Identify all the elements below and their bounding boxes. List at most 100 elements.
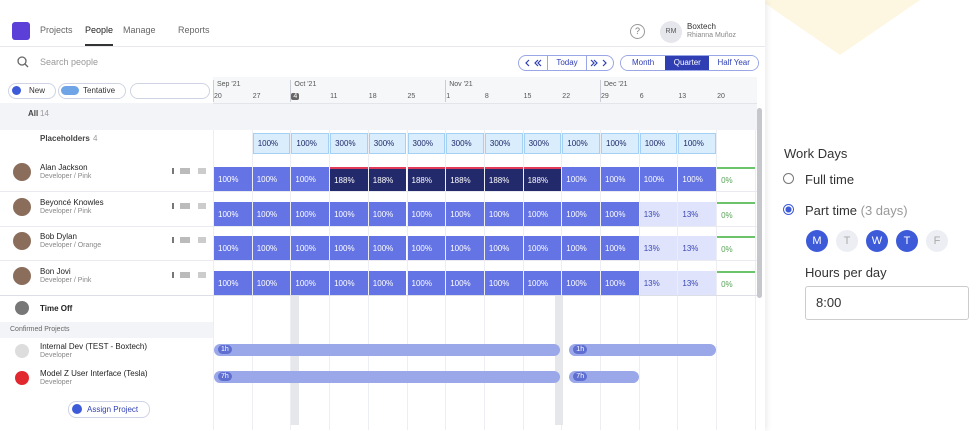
project-name[interactable]: Internal Dev (TEST - Boxtech) <box>40 342 147 351</box>
allocation-cell: 100% <box>252 236 291 260</box>
avatar <box>13 198 31 216</box>
avatar <box>13 267 31 285</box>
placeholder-cell: 300% <box>407 133 446 154</box>
month-label: Dec '21 <box>604 81 628 88</box>
column-line <box>213 130 214 430</box>
plus-icon <box>12 86 21 95</box>
tentative-toggle[interactable] <box>58 83 126 99</box>
person-role: Developer / Orange <box>40 242 102 249</box>
full-time[interactable]: Full time <box>805 172 855 187</box>
column-line <box>251 130 253 430</box>
assign-button[interactable] <box>68 401 150 418</box>
part-time-label: Part time <box>805 203 858 218</box>
today-button[interactable]: Today <box>547 56 587 70</box>
allocation-cell: 13% <box>678 202 717 226</box>
allocation-cell: 100% <box>562 271 600 295</box>
allocation-cell: 100% <box>407 271 446 295</box>
allocation-cell: 100% <box>562 202 600 226</box>
placeholder-cell: 100% <box>601 133 639 154</box>
column-line <box>483 130 485 430</box>
project-role: Developer <box>40 379 72 386</box>
row-actions[interactable] <box>172 237 208 243</box>
header-bg <box>0 103 757 130</box>
view-toggle: Month Quarter Half Year <box>620 55 759 71</box>
nav-tab[interactable]: Reports <box>178 25 210 35</box>
month-label: Oct '21 <box>294 81 317 88</box>
day-toggle[interactable]: F <box>926 230 948 252</box>
project-icon <box>15 344 29 358</box>
hours-input[interactable]: 8:00 <box>805 286 969 320</box>
avatar[interactable]: RM <box>660 21 682 43</box>
project-name[interactable]: Model Z User Interface (Tesla) <box>40 369 148 378</box>
view-icons[interactable] <box>130 83 210 99</box>
project-bar[interactable]: 7h <box>214 371 561 383</box>
switch <box>61 86 79 95</box>
column-line <box>290 130 292 430</box>
week-label: 13 <box>678 93 687 100</box>
allocation-cell: 100% <box>368 271 407 295</box>
person-name[interactable]: Beyoncé Knowles <box>40 198 104 207</box>
assign-label[interactable]: Assign Project <box>87 405 139 414</box>
time-off-icon <box>15 301 29 315</box>
logo[interactable] <box>12 22 30 40</box>
person-name[interactable]: Bob Dylan <box>40 232 77 241</box>
placeholder-cell: 100% <box>562 133 600 154</box>
tab-underline <box>85 44 113 46</box>
person-name[interactable]: Bon Jovi <box>40 267 71 276</box>
nav-tab[interactable]: Projects <box>40 25 73 35</box>
person-name[interactable]: Alan Jackson <box>40 163 88 172</box>
stripe <box>555 295 564 425</box>
hours-label: Hours per day <box>805 265 887 280</box>
row-actions[interactable] <box>172 272 208 278</box>
month-tick <box>290 80 292 102</box>
day-toggle[interactable]: T <box>896 230 918 252</box>
day-toggle[interactable]: T <box>836 230 858 252</box>
help[interactable]: ? <box>630 24 645 39</box>
allocation-cell: 100% <box>484 236 523 260</box>
part-time-days: (3 days) <box>860 203 908 218</box>
part-time[interactable]: Part time (3 days) <box>805 203 908 218</box>
week-label: 27 <box>252 93 261 100</box>
allocation-cell: 100% <box>368 202 407 226</box>
day-toggle[interactable]: M <box>806 230 828 252</box>
bar-hours: 1h <box>218 345 232 354</box>
week-label: 11 <box>330 93 338 100</box>
project-role: Developer <box>40 352 72 359</box>
allocation-cell: 100% <box>291 167 330 191</box>
person-role: Developer / Pink <box>40 277 92 284</box>
allocation-cell: 100% <box>678 167 717 191</box>
allocation-cell: 13% <box>678 271 717 295</box>
allocation-cell: 188% <box>330 167 368 191</box>
allocation-cell: 100% <box>291 271 330 295</box>
column-line <box>677 130 679 430</box>
allocation-cell: 100% <box>214 236 252 260</box>
view-option[interactable]: Half Year <box>709 56 758 70</box>
project-bar[interactable]: 7h <box>569 371 639 383</box>
row-actions[interactable] <box>172 203 208 209</box>
radio[interactable] <box>783 173 794 184</box>
project-bar[interactable]: 1h <box>214 344 561 356</box>
week-label: 4 <box>291 93 300 100</box>
nav-tab[interactable]: People <box>85 25 114 35</box>
row-actions[interactable] <box>172 168 208 174</box>
allocation-cell: 100% <box>484 271 523 295</box>
arrows <box>525 59 607 67</box>
project-icon <box>15 371 29 385</box>
column-line <box>600 130 601 430</box>
allocation-cell: 188% <box>368 167 407 191</box>
nav-tab[interactable]: Manage <box>123 25 156 35</box>
project-bar[interactable]: 1h <box>569 344 717 356</box>
row-line <box>0 191 757 192</box>
search-input[interactable]: Search people <box>40 57 99 67</box>
new-button[interactable] <box>8 83 56 99</box>
allocation-cell: 100% <box>523 271 562 295</box>
person-role: Developer / Pink <box>40 208 92 215</box>
column-line <box>522 130 524 430</box>
month-tick <box>213 80 214 102</box>
allocation-cell: 100% <box>446 236 484 260</box>
view-option[interactable]: Month <box>621 56 666 70</box>
day-toggle[interactable]: W <box>866 230 888 252</box>
view-option[interactable]: Quarter <box>665 56 710 70</box>
radio-checked[interactable] <box>783 204 794 215</box>
